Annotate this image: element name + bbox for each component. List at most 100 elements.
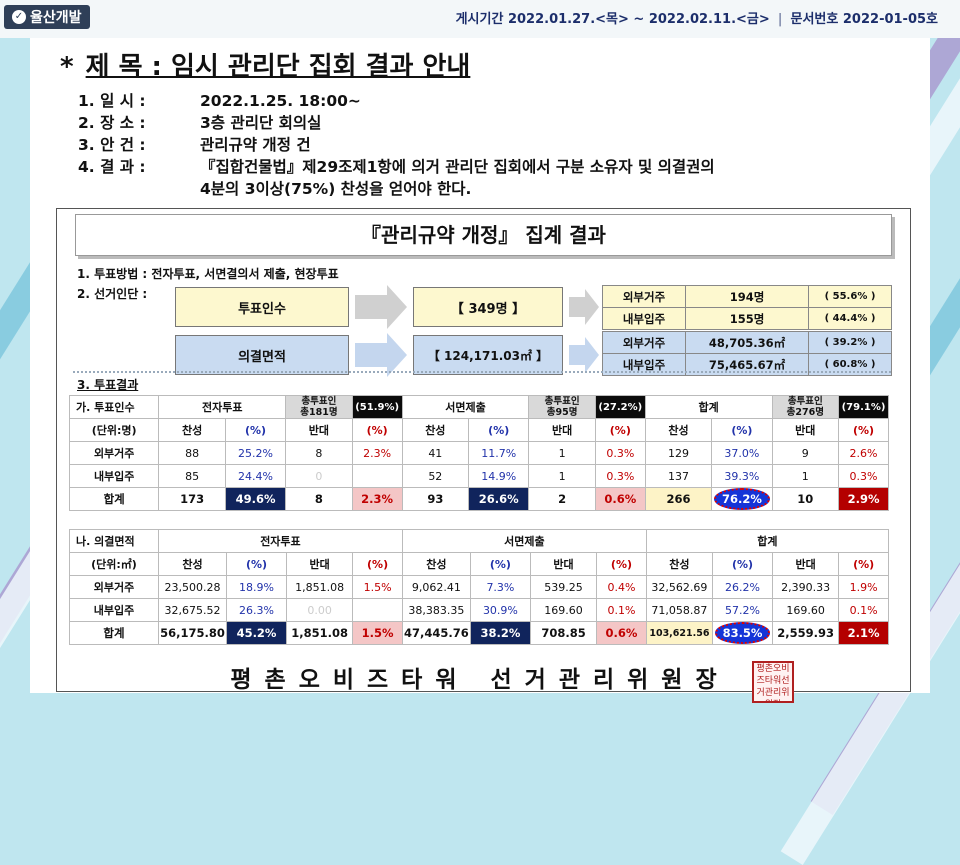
cell: 23,500.28 [157, 575, 228, 599]
cell: 25.2% [224, 441, 287, 465]
col-header: (%) [711, 418, 773, 442]
info-label: 1. 일 시 : [78, 92, 146, 110]
vote-count-table: 가. 투표인수 전자투표 총투표인 총181명 (51.9%) 서면제출 총투표인… [68, 395, 889, 511]
cell: 32,675.52 [157, 598, 228, 622]
cell: 14.9% [468, 464, 530, 488]
cell: 26.2% [712, 575, 774, 599]
top-bar: ✓ 율산개발 게시기간 2022.01.27.<목> ~ 2022.02.11.<… [0, 0, 960, 38]
row-label: 외부거주 [68, 441, 160, 465]
cell: 1,851.08 [286, 621, 354, 645]
page-title: * 제 목 : 임시 관리단 집회 결과 안내 [60, 46, 470, 83]
cell: 0 [285, 464, 353, 488]
cell: 56,175.80 [157, 621, 228, 645]
cell: 2.9% [838, 487, 889, 511]
highlight-pct: 83.5% [714, 622, 771, 644]
table-total-row: 합계 56,175.80 45.2% 1,851.08 1.5% 47,445.76 3… [69, 621, 889, 645]
cell: 0.00 [286, 598, 354, 622]
cell: 169.60 [772, 598, 840, 622]
col-header: 반대 [528, 418, 596, 442]
cell: 129 [644, 441, 713, 465]
group-badge: (79.1%) [838, 395, 889, 419]
info-row: 3. 안 건 : 관리규약 개정 건 [78, 134, 715, 156]
col-header: (%) [712, 552, 774, 576]
breakdown-row: 외부거주 194명( 55.6% ) [602, 285, 892, 308]
cell: 9 [771, 441, 840, 465]
row-label: 합계 [69, 621, 159, 645]
cell: 2 [528, 487, 596, 511]
col-header: (%) [468, 418, 530, 442]
table-total-row: 합계 173 49.6% 8 2.3% 93 26.6% 2 0.6% 266 76.2% 10… [68, 487, 889, 511]
cell: 71,058.87 [645, 598, 714, 622]
cell: 2.1% [838, 621, 889, 645]
cell: 9,062.41 [401, 575, 471, 599]
col-header: 반대 [771, 418, 840, 442]
group-name: 서면제출 [401, 395, 530, 419]
info-value: 4분의 3이상(75%) 찬성을 얻어야 한다. [200, 180, 472, 198]
col-header: (%) [469, 552, 531, 576]
cell: 103,621.56 [645, 621, 714, 645]
cell: 266 [644, 487, 713, 511]
breakdown-label: 내부입주 [602, 353, 686, 376]
cell [351, 464, 403, 488]
col-header: (%) [224, 418, 287, 442]
breakdown-row: 내부입주 155명( 44.4% ) [602, 307, 892, 330]
cell: 2,559.93 [772, 621, 840, 645]
breakdown-pct: ( 44.4% ) [808, 307, 892, 330]
info-row: 4. 결 과 : 『집합건물법』제29조제1항에 의거 관리단 집회에서 구분 소… [78, 156, 715, 178]
cell: 0.3% [594, 464, 646, 488]
col-header: 찬성 [645, 552, 714, 576]
col-header: 찬성 [157, 552, 228, 576]
group-badge: (27.2%) [594, 395, 646, 419]
arrow-icon [569, 337, 599, 373]
header-divider: | [777, 12, 783, 27]
result-panel: 『관리규약 개정』 집계 결과 1. 투표방법 : 전자투표, 서면결의서 제출… [56, 208, 911, 692]
col-header: 찬성 [158, 418, 226, 442]
group-name: 서면제출 [401, 529, 647, 553]
breakdown-value: 194명 [685, 285, 809, 308]
col-header: (%) [226, 552, 288, 576]
info-label: 4. 결 과 : [78, 158, 146, 176]
cell: 24.4% [224, 464, 287, 488]
row-label: 내부입주 [69, 598, 159, 622]
cell: 88 [158, 441, 226, 465]
voter-count-label: 투표인수 [175, 287, 349, 327]
group-sub: 총투표인 총276명 [771, 395, 840, 419]
table-side-title: 가. 투표인수 [68, 395, 160, 419]
group-badge: (51.9%) [351, 395, 403, 419]
cell: 41 [401, 441, 470, 465]
posting-period: 게시기간 2022.01.27.<목> ~ 2022.02.11.<금> [455, 12, 770, 27]
col-header: 반대 [286, 552, 354, 576]
cell: 0.3% [594, 441, 646, 465]
cell: 0.1% [596, 598, 647, 622]
breakdown-pct: ( 60.8% ) [808, 353, 892, 376]
cell: 169.60 [529, 598, 598, 622]
table-row: 내부입주 32,675.52 26.3% 0.00 38,383.35 30.9% 16… [69, 598, 889, 622]
table-row: 내부입주 85 24.4% 0 52 14.9% 1 0.3% 137 39.3% 1 0.3% [68, 464, 889, 488]
highlight-pct: 76.2% [713, 488, 770, 510]
arrow-icon [355, 285, 407, 329]
breakdown-label: 외부거주 [602, 331, 686, 354]
table-row: 외부거주 88 25.2% 8 2.3% 41 11.7% 1 0.3% 129 37.0% 9… [68, 441, 889, 465]
header-info: 게시기간 2022.01.27.<목> ~ 2022.02.11.<금> | 문서번… [456, 8, 938, 27]
cell: 2.3% [351, 487, 403, 511]
cell: 0.6% [594, 487, 646, 511]
table-group-header: 가. 투표인수 전자투표 총투표인 총181명 (51.9%) 서면제출 총투표인… [68, 395, 889, 419]
table-column-header: (단위:㎡) 찬성 (%) 반대 (%) 찬성 (%) 반대 (%) 찬성 (%) 반대 (%) [69, 552, 889, 576]
cell: 85 [158, 464, 226, 488]
col-header: 찬성 [401, 552, 471, 576]
table-side-unit: (단위:명) [68, 418, 160, 442]
cell: 93 [401, 487, 470, 511]
cell: 38,383.35 [401, 598, 471, 622]
col-header: (%) [352, 552, 403, 576]
cell: 1 [528, 464, 596, 488]
voters-heading: 2. 선거인단 : [77, 287, 148, 301]
voter-count-value: 【 349명 】 [413, 287, 563, 327]
cell: 18.9% [226, 575, 288, 599]
title-text: 제 목 : 임시 관리단 집회 결과 안내 [85, 52, 471, 82]
logo-text: 율산개발 [30, 10, 82, 26]
breakdown-pct: ( 55.6% ) [808, 285, 892, 308]
cell: 0.1% [838, 598, 889, 622]
logo-mark-icon: ✓ [12, 10, 26, 24]
table-side-title: 나. 의결면적 [69, 529, 159, 553]
group-name: 합계 [644, 395, 773, 419]
